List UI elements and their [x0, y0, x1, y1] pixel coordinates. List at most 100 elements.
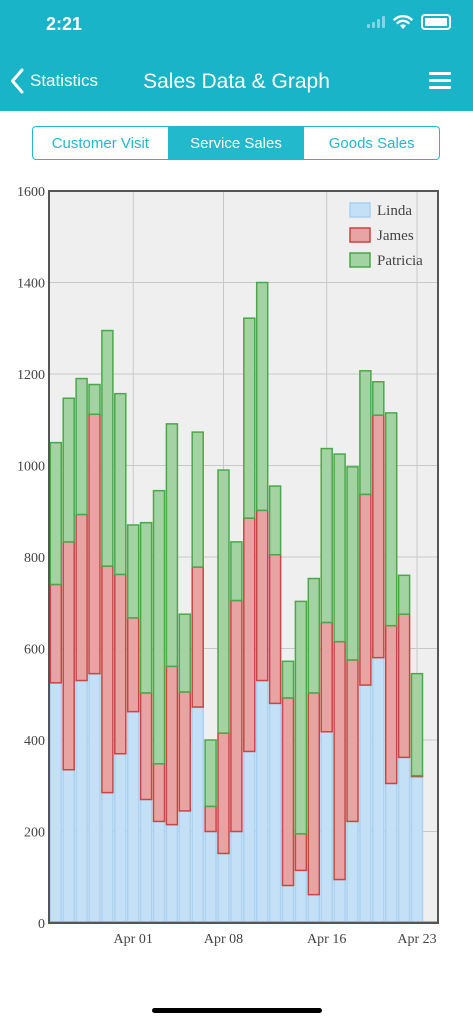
- legend-swatch-linda: [349, 202, 371, 218]
- x-tick-label: Apr 16: [307, 932, 346, 947]
- y-tick-label: 1400: [17, 277, 45, 292]
- y-tick-label: 0: [38, 917, 45, 932]
- bar-patricia: [62, 397, 75, 543]
- bar-patricia: [307, 577, 321, 694]
- bar-patricia: [255, 281, 269, 512]
- y-tick-label: 600: [24, 643, 45, 658]
- bar-patricia: [191, 431, 204, 568]
- stacked-bar-chart: 0 200 400 600 800 1000 1200 1400 1600 Apr 01 Apr 0…: [17, 185, 439, 947]
- bar-patricia: [268, 485, 282, 556]
- bar-james: [320, 621, 333, 733]
- bar-linda: [88, 672, 101, 924]
- bar-james: [139, 692, 153, 801]
- x-tick-label: Apr 08: [204, 932, 243, 947]
- bar-james: [191, 566, 204, 708]
- bar-linda: [101, 791, 114, 924]
- battery-icon: [421, 14, 451, 30]
- bar-linda: [255, 679, 269, 924]
- bar-linda: [359, 684, 372, 924]
- bar-patricia: [139, 521, 153, 694]
- legend-label-patricia: Patricia: [377, 253, 423, 269]
- bar-patricia: [217, 469, 230, 734]
- bar-patricia: [230, 541, 243, 602]
- bar-linda: [191, 706, 204, 924]
- x-tick-label: Apr 01: [114, 932, 153, 947]
- bar-james: [88, 413, 101, 675]
- bar-linda: [410, 775, 424, 924]
- nav-bar: 2:21 Statistics Sales Data & Graph: [0, 0, 473, 111]
- bar-linda: [178, 810, 192, 924]
- tab-service-sales[interactable]: Service Sales: [167, 127, 304, 159]
- bar-linda: [62, 768, 75, 924]
- bar-linda: [320, 731, 333, 924]
- plot-border: [48, 190, 439, 924]
- menu-icon[interactable]: [429, 72, 451, 90]
- tab-customer-visit[interactable]: Customer Visit: [51, 134, 149, 152]
- bar-linda: [204, 830, 217, 924]
- bar-patricia: [372, 381, 385, 416]
- bar-patricia: [320, 447, 333, 624]
- bar-linda: [75, 679, 88, 924]
- y-tick-label: 800: [24, 551, 45, 566]
- bar-james: [346, 659, 359, 823]
- home-indicator: [152, 1008, 322, 1013]
- bar-james: [243, 517, 256, 753]
- bar-patricia: [126, 524, 140, 619]
- bar-james: [152, 763, 166, 823]
- bar-patricia: [75, 377, 88, 516]
- bar-patricia: [243, 317, 256, 519]
- back-label: Statistics: [30, 71, 99, 90]
- bar-patricia: [346, 466, 359, 661]
- legend-swatch-james: [349, 227, 371, 243]
- signal-icon: [367, 16, 385, 28]
- bar-linda: [346, 820, 359, 924]
- bar-linda: [152, 820, 166, 924]
- bar-patricia: [178, 613, 192, 693]
- bar-linda: [294, 869, 308, 924]
- y-tick-label: 1200: [17, 368, 45, 383]
- bar-james: [204, 805, 217, 833]
- bar-linda: [333, 878, 346, 924]
- bar-james: [49, 583, 63, 684]
- bar-linda: [217, 852, 230, 924]
- bar-james: [178, 691, 192, 812]
- bar-james: [384, 624, 398, 785]
- bar-patricia: [49, 441, 63, 586]
- bar-patricia: [281, 660, 295, 699]
- bar-james: [333, 640, 346, 881]
- wifi-icon: [393, 15, 413, 29]
- bar-james: [62, 541, 75, 771]
- bar-patricia: [384, 412, 398, 627]
- bar-linda: [384, 782, 398, 924]
- bar-james: [101, 565, 114, 794]
- bar-james: [230, 599, 243, 833]
- bar-linda: [372, 656, 385, 924]
- bar-linda: [230, 830, 243, 924]
- y-tick-label: 400: [24, 734, 45, 749]
- tab-goods-sales[interactable]: Goods Sales: [303, 127, 439, 159]
- bar-patricia: [165, 423, 179, 668]
- bar-james: [165, 665, 179, 826]
- bar-linda: [243, 750, 256, 924]
- bar-james: [268, 553, 282, 705]
- bar-james: [114, 573, 127, 755]
- chevron-left-icon: [11, 68, 24, 94]
- bar-patricia: [204, 739, 217, 808]
- status-time: 2:21: [46, 14, 83, 34]
- bar-patricia: [152, 489, 166, 765]
- bar-patricia: [88, 383, 101, 416]
- bar-james: [126, 617, 140, 713]
- y-tick-label: 200: [24, 826, 45, 841]
- bar-patricia: [114, 392, 127, 576]
- status-icons: [367, 14, 451, 30]
- bar-linda: [397, 756, 411, 924]
- bar-linda: [114, 752, 127, 924]
- legend-label-linda: Linda: [377, 203, 412, 219]
- bar-james: [307, 692, 321, 896]
- bar-linda: [268, 702, 282, 924]
- back-button[interactable]: Statistics: [10, 68, 98, 94]
- bar-james: [372, 414, 385, 659]
- bar-james: [217, 732, 230, 855]
- x-tick-label: Apr 23: [397, 932, 436, 947]
- page-title: Sales Data & Graph: [143, 70, 330, 93]
